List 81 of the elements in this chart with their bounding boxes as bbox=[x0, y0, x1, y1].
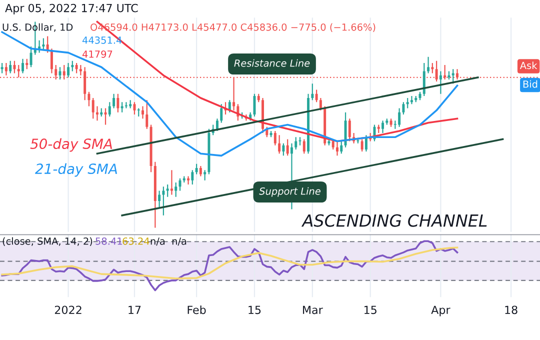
candlestick bbox=[50, 48, 53, 74]
candlestick bbox=[92, 97, 94, 120]
candlestick bbox=[336, 140, 338, 156]
candlestick bbox=[410, 95, 413, 105]
candlestick bbox=[311, 83, 314, 101]
candlestick bbox=[286, 138, 289, 156]
candlestick bbox=[96, 106, 98, 122]
candlestick bbox=[187, 176, 190, 186]
candlestick bbox=[348, 118, 351, 142]
candlestick bbox=[427, 56, 430, 74]
candlestick bbox=[220, 104, 223, 124]
candlestick bbox=[0, 62, 4, 74]
series-label: Support Line bbox=[259, 187, 320, 197]
candlestick bbox=[30, 46, 32, 68]
candlestick bbox=[398, 108, 401, 128]
candlestick bbox=[294, 136, 298, 150]
candlestick bbox=[302, 138, 306, 154]
candlestick bbox=[406, 97, 409, 109]
candlestick bbox=[340, 140, 343, 154]
ref-line-label: Ask bbox=[520, 62, 538, 70]
candlestick bbox=[67, 62, 70, 78]
candlestick bbox=[170, 170, 173, 196]
candlestick bbox=[422, 62, 426, 96]
candlestick bbox=[191, 170, 194, 186]
x-tick-label: 2022 bbox=[54, 306, 82, 314]
candlestick bbox=[9, 60, 12, 74]
candlestick bbox=[282, 142, 285, 156]
candlestick bbox=[195, 163, 198, 175]
candlestick bbox=[452, 68, 454, 84]
candlestick bbox=[133, 102, 136, 116]
annotation: Bid bbox=[523, 80, 538, 88]
candlestick bbox=[22, 58, 24, 74]
candlestick bbox=[26, 58, 28, 70]
candlestick bbox=[315, 89, 318, 103]
candlestick bbox=[162, 186, 165, 216]
candlestick bbox=[431, 62, 434, 74]
candlestick bbox=[158, 190, 161, 208]
x-tick-label: Mar bbox=[303, 306, 323, 314]
candlestick bbox=[62, 64, 66, 80]
x-tick-label: Feb bbox=[188, 305, 206, 314]
annotation: 63.24 bbox=[122, 237, 150, 245]
candlestick bbox=[88, 91, 90, 107]
text: Resistance Line bbox=[234, 59, 310, 67]
candlestick bbox=[42, 38, 45, 52]
x-tick-label: Apr bbox=[431, 306, 450, 316]
candlestick bbox=[120, 102, 124, 113]
candlestick bbox=[439, 70, 442, 94]
text: 21-day SMA bbox=[35, 163, 117, 177]
candlestick bbox=[216, 118, 218, 132]
annotation: n/a n/a bbox=[150, 238, 186, 246]
annotation: 58.41 bbox=[96, 237, 122, 245]
candlestick bbox=[166, 184, 169, 198]
candlestick bbox=[199, 165, 202, 177]
chart-title: Apr 05, 2022 17:47 UTC bbox=[5, 4, 138, 14]
x-tick-label: 15 bbox=[248, 306, 261, 314]
candlestick bbox=[71, 60, 74, 72]
candlestick bbox=[146, 100, 148, 130]
x-tick-label: 17 bbox=[128, 306, 141, 314]
candlestick bbox=[204, 170, 206, 181]
annotation: (close, SMA, 14, 2) bbox=[2, 237, 92, 246]
candlestick bbox=[142, 106, 144, 120]
annotation: ASCENDING CHANNEL bbox=[301, 214, 487, 227]
candlestick bbox=[274, 130, 276, 146]
x-tick-label: 15 bbox=[364, 306, 376, 314]
candlestick bbox=[116, 93, 120, 113]
candlestick bbox=[75, 62, 78, 74]
candlestick bbox=[38, 40, 41, 54]
candlestick bbox=[360, 138, 364, 152]
candlestick bbox=[402, 102, 405, 116]
candlestick bbox=[108, 102, 111, 118]
candlestick bbox=[253, 93, 256, 118]
text: 50-day SMA bbox=[30, 138, 112, 152]
candlestick bbox=[13, 60, 16, 74]
candlestick bbox=[174, 182, 178, 198]
annotation: 41797 bbox=[82, 50, 112, 58]
candlestick bbox=[319, 97, 322, 111]
candlestick bbox=[112, 93, 116, 109]
x-tick-label: 18 bbox=[505, 306, 518, 314]
candlestick bbox=[382, 120, 384, 134]
candlestick bbox=[278, 134, 281, 154]
candlestick bbox=[104, 108, 107, 126]
